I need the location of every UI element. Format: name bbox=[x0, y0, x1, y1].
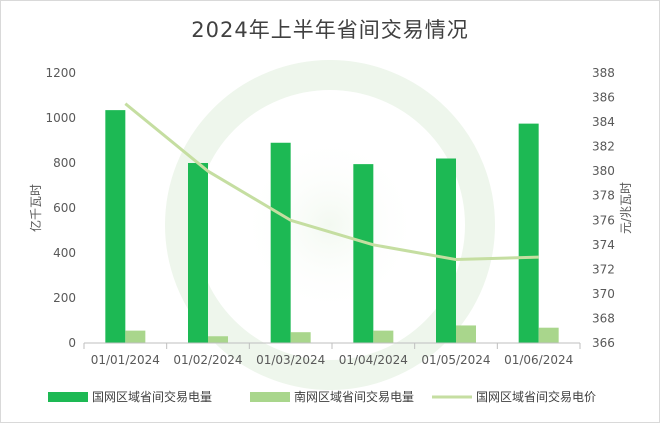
bar-state-grid bbox=[436, 158, 456, 343]
plot-area: 0 200 400 600 800 1000 1200 366 368 370 372 374 376 3… bbox=[28, 66, 633, 367]
legend-label: 国网区域省间交易电量 bbox=[92, 389, 212, 404]
y-left-tick-label: 1200 bbox=[45, 66, 76, 80]
bar-southern-grid bbox=[456, 325, 476, 343]
x-tick-label: 01/02/2024 bbox=[173, 353, 242, 367]
bar-southern-grid bbox=[538, 327, 559, 343]
bar-state-grid bbox=[270, 142, 291, 343]
y-right-tick-label: 382 bbox=[592, 140, 615, 154]
x-tick-label: 01/01/2024 bbox=[91, 353, 160, 367]
bar-southern-grid bbox=[208, 336, 228, 343]
bar-state-grid bbox=[518, 123, 539, 343]
y-right-tick-label: 374 bbox=[592, 238, 615, 252]
x-tick-label: 01/03/2024 bbox=[256, 353, 325, 367]
legend-swatch bbox=[48, 392, 88, 402]
x-tick-label: 01/05/2024 bbox=[421, 353, 490, 367]
line-state-grid-price bbox=[124, 102, 539, 262]
y-left-tick-label: 800 bbox=[53, 156, 76, 170]
x-tick-label: 01/06/2024 bbox=[504, 353, 573, 367]
y-right-tick-label: 388 bbox=[592, 66, 615, 80]
legend: 国网区域省间交易电量 南网区域省间交易电量 国网区域省间交易电价 bbox=[48, 389, 596, 404]
y-left-tick-label: 200 bbox=[53, 291, 76, 305]
y-left-tick-label: 600 bbox=[53, 201, 76, 215]
legend-label: 国网区域省间交易电价 bbox=[476, 389, 596, 404]
y-right-tick-label: 376 bbox=[592, 213, 615, 227]
bar-southern-grid bbox=[125, 330, 146, 343]
legend-label: 南网区域省间交易电量 bbox=[294, 389, 414, 404]
chart-title: 2024年上半年省间交易情况 bbox=[191, 18, 469, 42]
bar-state-grid bbox=[188, 163, 208, 343]
y-left-tick-label: 0 bbox=[68, 336, 76, 350]
watermark-logo bbox=[165, 60, 495, 390]
y-left-tick-label: 1000 bbox=[45, 111, 76, 125]
y-right-tick-label: 384 bbox=[592, 115, 615, 129]
y-right-tick-label: 386 bbox=[592, 91, 615, 105]
legend-swatch bbox=[250, 392, 290, 402]
bar-state-grid bbox=[353, 164, 374, 343]
bar-state-grid bbox=[105, 110, 126, 343]
y-left-tick-label: 400 bbox=[53, 246, 76, 260]
y-right-tick-label: 378 bbox=[592, 189, 615, 203]
x-tick-label: 01/04/2024 bbox=[339, 353, 408, 367]
y-left-axis-title: 亿千瓦时 bbox=[28, 184, 43, 232]
y-right-axis-title: 元/兆瓦时 bbox=[619, 182, 633, 234]
bar-southern-grid bbox=[290, 332, 311, 343]
y-right-tick-label: 368 bbox=[592, 311, 615, 325]
y-right-tick-label: 380 bbox=[592, 164, 615, 178]
bar-southern-grid bbox=[373, 330, 394, 343]
y-right-tick-label: 372 bbox=[592, 262, 615, 276]
y-right-tick-label: 366 bbox=[592, 336, 615, 350]
y-right-tick-label: 370 bbox=[592, 287, 615, 301]
